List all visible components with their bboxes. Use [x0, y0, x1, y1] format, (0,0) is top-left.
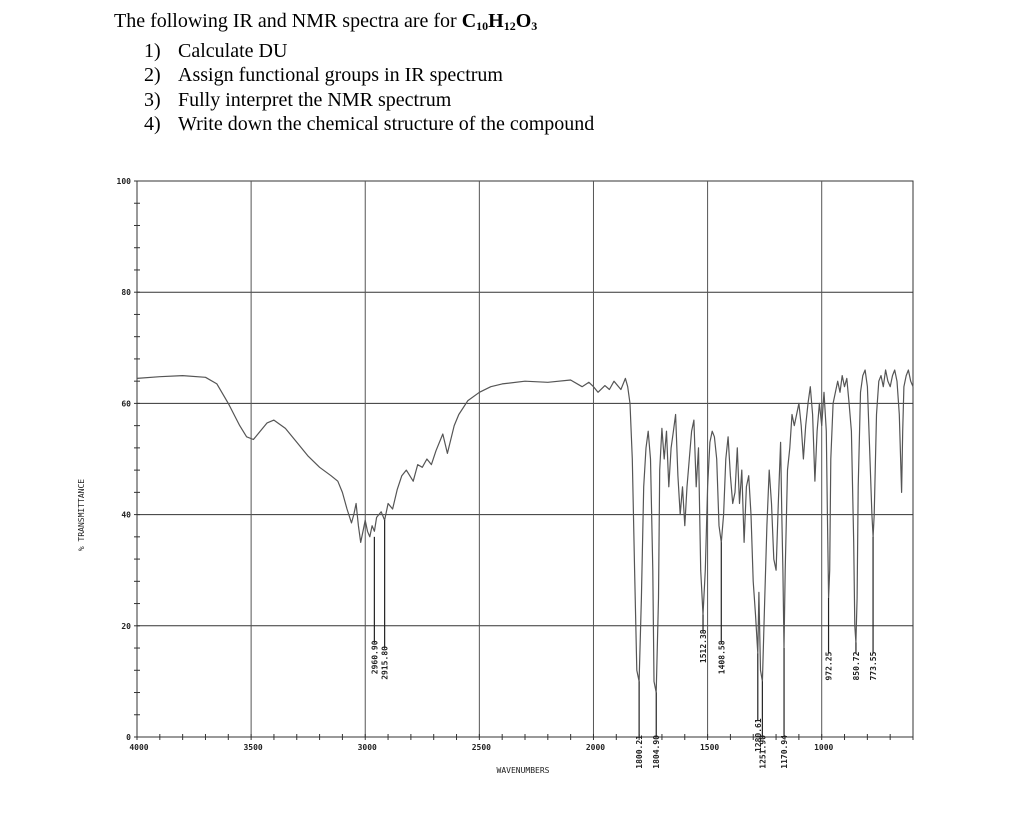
y-tick-label: 80	[121, 288, 131, 297]
y-axis-label: % TRANSMITTANCE	[77, 479, 86, 551]
chart-ticks: 0 20 40 60 80 100 4000 3500 3000 2500 2000 1500 1000	[117, 177, 914, 752]
x-tick-label: 3000	[358, 743, 377, 752]
question-text: The following IR and NMR spectra are for…	[114, 9, 594, 137]
peak-label: 1804.90	[652, 735, 661, 769]
x-tick-label: 1000	[814, 743, 833, 752]
task-text: Calculate DU	[178, 39, 288, 62]
task-text: Write down the chemical structure of the…	[178, 113, 595, 135]
x-tick-label: 2000	[586, 743, 605, 752]
task-text: Fully interpret the NMR spectrum	[178, 88, 452, 111]
spectrum-line-group	[136, 369, 914, 694]
peak-label: 972.25	[825, 651, 834, 680]
task-text: Assign functional groups in IR spectrum	[178, 64, 503, 86]
peak-label: 2915.80	[381, 646, 390, 680]
peak-label: 2960.90	[370, 640, 379, 674]
intro-text: The following IR and NMR spectra are for	[114, 10, 462, 32]
task-item: 1) Calculate DU	[144, 39, 594, 64]
formula-element: O	[515, 10, 532, 32]
spectrum-line	[136, 369, 914, 694]
peak-label: 850.72	[852, 651, 861, 680]
peak-label: 773.55	[869, 651, 878, 680]
task-number: 1)	[144, 39, 161, 62]
y-tick-label: 60	[121, 399, 131, 408]
task-item: 3) Fully interpret the NMR spectrum	[144, 88, 594, 113]
formula-element: C	[461, 10, 477, 32]
x-tick-label: 2500	[472, 743, 491, 752]
x-tick-label: 3500	[243, 743, 262, 752]
x-axis-label: WAVENUMBERS	[497, 766, 550, 775]
task-number: 3)	[144, 88, 161, 111]
question-intro: The following IR and NMR spectra are for…	[114, 9, 594, 39]
molecular-formula: C10H12O3	[461, 10, 538, 33]
y-tick-label: 100	[117, 177, 132, 186]
peak-annotations: 2960.90 2915.80 1800.21 1804.90 1512.38 1408.…	[370, 520, 878, 769]
task-number: 2)	[144, 64, 161, 86]
peak-label: 1170.94	[780, 735, 789, 769]
chart-grid	[136, 180, 914, 738]
peak-label: 1800.21	[635, 735, 644, 769]
formula-element: H	[488, 10, 504, 32]
task-item: 4) Write down the chemical structure of t…	[144, 112, 594, 137]
y-tick-label: 0	[126, 733, 131, 742]
formula-subscript: 3	[531, 19, 538, 33]
formula-subscript: 10	[476, 19, 489, 33]
y-tick-label: 40	[121, 511, 131, 520]
task-list: 1) Calculate DU 2) Assign functional group…	[114, 39, 594, 137]
task-item: 2) Assign functional groups in IR spectru…	[144, 63, 594, 88]
peak-label: 1280.61	[754, 718, 763, 752]
x-tick-label: 4000	[129, 743, 148, 752]
peak-label: 1512.38	[699, 629, 708, 663]
y-tick-label: 20	[121, 622, 131, 631]
peak-label: 1251.90	[758, 735, 767, 769]
plot-frame	[136, 180, 914, 738]
formula-subscript: 12	[503, 19, 516, 33]
task-number: 4)	[144, 113, 161, 135]
peak-label: 1408.58	[717, 640, 726, 674]
x-tick-label: 1500	[700, 743, 719, 752]
